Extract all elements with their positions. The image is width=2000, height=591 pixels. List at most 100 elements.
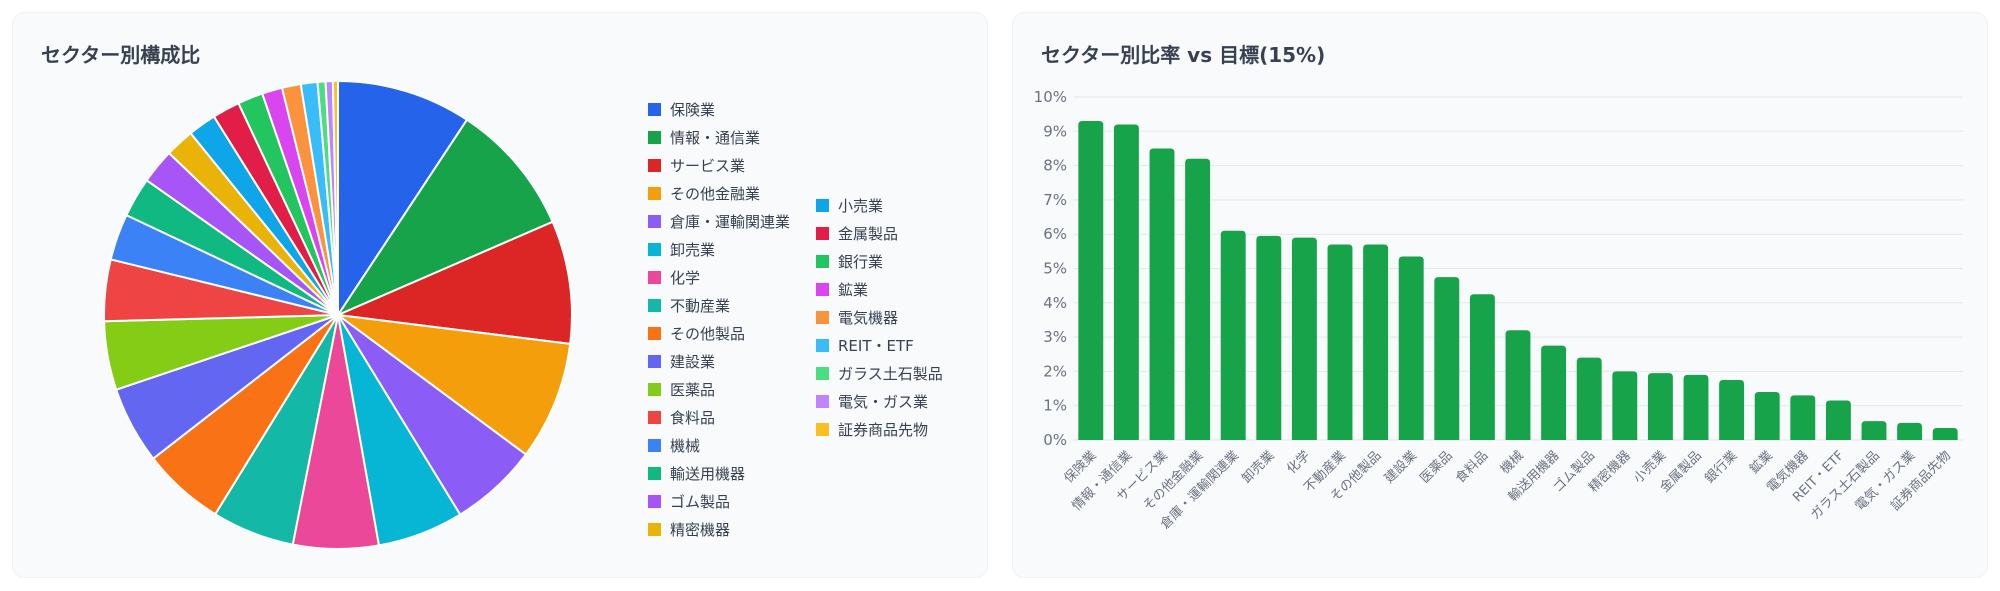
legend-label: 銀行業 <box>838 253 883 271</box>
bar <box>1541 345 1567 440</box>
legend-item: 機械 <box>648 437 700 455</box>
legend-label: 小売業 <box>838 197 883 215</box>
legend-item: 化学 <box>648 269 700 287</box>
y-tick-label: 7% <box>1043 191 1067 209</box>
legend-label: 精密機器 <box>670 521 730 539</box>
legend-item: ガラス土石製品 <box>816 365 943 383</box>
legend-swatch <box>648 523 661 536</box>
legend-swatch <box>648 383 661 396</box>
pie-slice <box>331 79 339 316</box>
legend-item: その他金融業 <box>648 185 760 203</box>
legend-label: 金属製品 <box>838 225 898 243</box>
bar <box>1220 230 1246 440</box>
legend-swatch <box>648 439 661 452</box>
pie-chart-title: セクター別構成比 <box>41 43 201 67</box>
legend-item: 銀行業 <box>816 253 883 271</box>
legend-label: 不動産業 <box>670 297 730 315</box>
bar <box>1434 277 1460 440</box>
legend-swatch <box>648 327 661 340</box>
pie-chart: 保険業情報・通信業サービス業その他金融業倉庫・運輸関連業卸売業化学不動産業その他… <box>103 79 943 550</box>
y-tick-label: 6% <box>1043 225 1067 243</box>
legend-swatch <box>816 227 829 240</box>
bar <box>1291 237 1317 440</box>
bar <box>1576 357 1602 440</box>
x-tick-label: 建設業 <box>1381 448 1420 487</box>
legend-item: サービス業 <box>648 157 745 175</box>
legend-label: 証券商品先物 <box>838 421 928 439</box>
legend-label: サービス業 <box>670 157 745 175</box>
pie-slice <box>334 313 572 456</box>
legend-label: 倉庫・運輸関連業 <box>670 213 790 231</box>
y-tick-label: 8% <box>1043 157 1067 175</box>
y-tick-label: 0% <box>1043 431 1067 449</box>
legend-swatch <box>648 243 661 256</box>
legend-item: 食料品 <box>648 409 715 427</box>
bar <box>1185 158 1211 441</box>
x-tick-label: 銀行業 <box>1702 448 1741 487</box>
bar <box>1327 244 1353 440</box>
bar <box>1897 422 1923 440</box>
legend-label: 電気・ガス業 <box>838 393 928 411</box>
bar-chart: 0%1%2%3%4%5%6%7%8%9%10%保険業情報・通信業サービス業その他… <box>1034 88 1963 532</box>
bar <box>1719 379 1745 440</box>
x-tick-label: 食料品 <box>1452 448 1491 487</box>
legend-item: 精密機器 <box>648 521 730 539</box>
bar <box>1469 294 1495 440</box>
legend-item: 不動産業 <box>648 297 730 315</box>
pie-slice <box>337 79 469 319</box>
legend-item: 卸売業 <box>648 241 715 259</box>
x-tick-label: 機械 <box>1498 448 1527 477</box>
legend-label: 機械 <box>670 437 700 455</box>
bar <box>1256 235 1282 440</box>
legend-swatch <box>648 467 661 480</box>
legend-swatch <box>816 423 829 436</box>
legend-swatch <box>816 339 829 352</box>
legend-label: ガラス土石製品 <box>838 365 943 383</box>
pie-slice <box>334 220 573 346</box>
legend-item: 医薬品 <box>648 381 715 399</box>
legend-item: 建設業 <box>648 353 715 371</box>
legend-swatch <box>648 495 661 508</box>
bar <box>1363 244 1389 440</box>
x-tick-label: 鉱業 <box>1746 448 1776 478</box>
y-tick-label: 5% <box>1043 260 1067 278</box>
legend-item: 電気・ガス業 <box>816 393 928 411</box>
pie-slice <box>335 118 554 318</box>
bar <box>1683 374 1709 440</box>
bar-chart-title: セクター別比率 vs 目標(15%) <box>1041 43 1326 67</box>
bar <box>1647 373 1673 440</box>
legend-label: ゴム製品 <box>670 493 730 511</box>
legend-label: 建設業 <box>670 353 715 371</box>
bar <box>1505 330 1531 440</box>
legend-label: 保険業 <box>670 101 715 119</box>
legend-swatch <box>648 271 661 284</box>
y-tick-label: 3% <box>1043 328 1067 346</box>
legend-swatch <box>648 159 661 172</box>
bar-chart-panel: セクター別比率 vs 目標(15%) 0% 1% 2% 3% 4% 5% 6% 7% 8% 9% 1… <box>1012 12 1988 578</box>
legend-item: REIT・ETF <box>816 337 914 355</box>
legend-swatch <box>648 411 661 424</box>
legend-label: 情報・通信業 <box>670 129 760 147</box>
legend-item: ゴム製品 <box>648 493 730 511</box>
legend-item: その他製品 <box>648 325 745 343</box>
legend-swatch <box>648 187 661 200</box>
bar <box>1612 371 1638 440</box>
x-tick-label: 卸売業 <box>1239 448 1278 487</box>
legend-item: 鉱業 <box>816 281 868 299</box>
legend-label: 電気機器 <box>838 309 898 327</box>
y-tick-label: 1% <box>1043 397 1067 415</box>
bar <box>1398 256 1424 440</box>
bar <box>1861 421 1887 440</box>
legend-swatch <box>816 199 829 212</box>
legend-label: その他製品 <box>670 325 745 343</box>
y-tick-label: 4% <box>1043 294 1067 312</box>
legend-swatch <box>648 103 661 116</box>
x-tick-label: 医薬品 <box>1417 448 1455 486</box>
y-tick-label: 2% <box>1043 362 1067 380</box>
legend-label: 鉱業 <box>838 281 868 299</box>
bar <box>1149 148 1175 440</box>
legend-label: 医薬品 <box>670 381 715 399</box>
legend-item: 保険業 <box>648 101 715 119</box>
y-tick-label: 9% <box>1043 122 1067 140</box>
bar <box>1932 427 1958 440</box>
